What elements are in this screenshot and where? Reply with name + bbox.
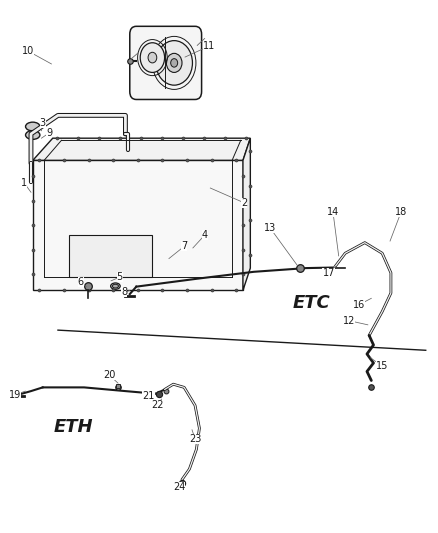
Text: 19: 19 xyxy=(9,390,21,400)
Text: 16: 16 xyxy=(353,300,365,310)
Ellipse shape xyxy=(113,284,118,288)
Polygon shape xyxy=(69,235,152,277)
Text: 9: 9 xyxy=(46,128,52,138)
Polygon shape xyxy=(33,138,251,160)
Ellipse shape xyxy=(25,122,40,131)
Polygon shape xyxy=(33,160,243,290)
Ellipse shape xyxy=(111,283,120,289)
Circle shape xyxy=(171,59,178,67)
Text: 15: 15 xyxy=(376,361,389,371)
Text: ETC: ETC xyxy=(293,294,330,312)
Text: 5: 5 xyxy=(117,272,123,282)
Text: 10: 10 xyxy=(22,46,35,56)
Text: 14: 14 xyxy=(327,207,339,217)
Polygon shape xyxy=(243,138,251,290)
FancyBboxPatch shape xyxy=(130,26,201,100)
Text: 21: 21 xyxy=(142,391,155,401)
Circle shape xyxy=(156,41,192,85)
Text: 13: 13 xyxy=(264,223,276,233)
Circle shape xyxy=(166,53,182,72)
Text: 4: 4 xyxy=(202,230,208,240)
Circle shape xyxy=(148,52,157,63)
Text: 2: 2 xyxy=(241,198,247,208)
Text: ETH: ETH xyxy=(53,418,93,435)
Text: 23: 23 xyxy=(189,434,201,444)
Ellipse shape xyxy=(25,131,40,139)
Text: 12: 12 xyxy=(343,316,355,326)
Circle shape xyxy=(140,43,165,72)
Text: 11: 11 xyxy=(203,41,215,51)
Text: 24: 24 xyxy=(173,481,185,491)
Text: 1: 1 xyxy=(21,177,27,188)
Text: 3: 3 xyxy=(40,118,46,128)
Text: 6: 6 xyxy=(78,277,84,287)
Text: 17: 17 xyxy=(322,268,335,278)
Text: 18: 18 xyxy=(395,207,407,217)
Text: 7: 7 xyxy=(181,241,187,252)
Text: 20: 20 xyxy=(103,370,116,380)
Text: 22: 22 xyxy=(151,400,163,410)
Text: 8: 8 xyxy=(121,287,127,297)
